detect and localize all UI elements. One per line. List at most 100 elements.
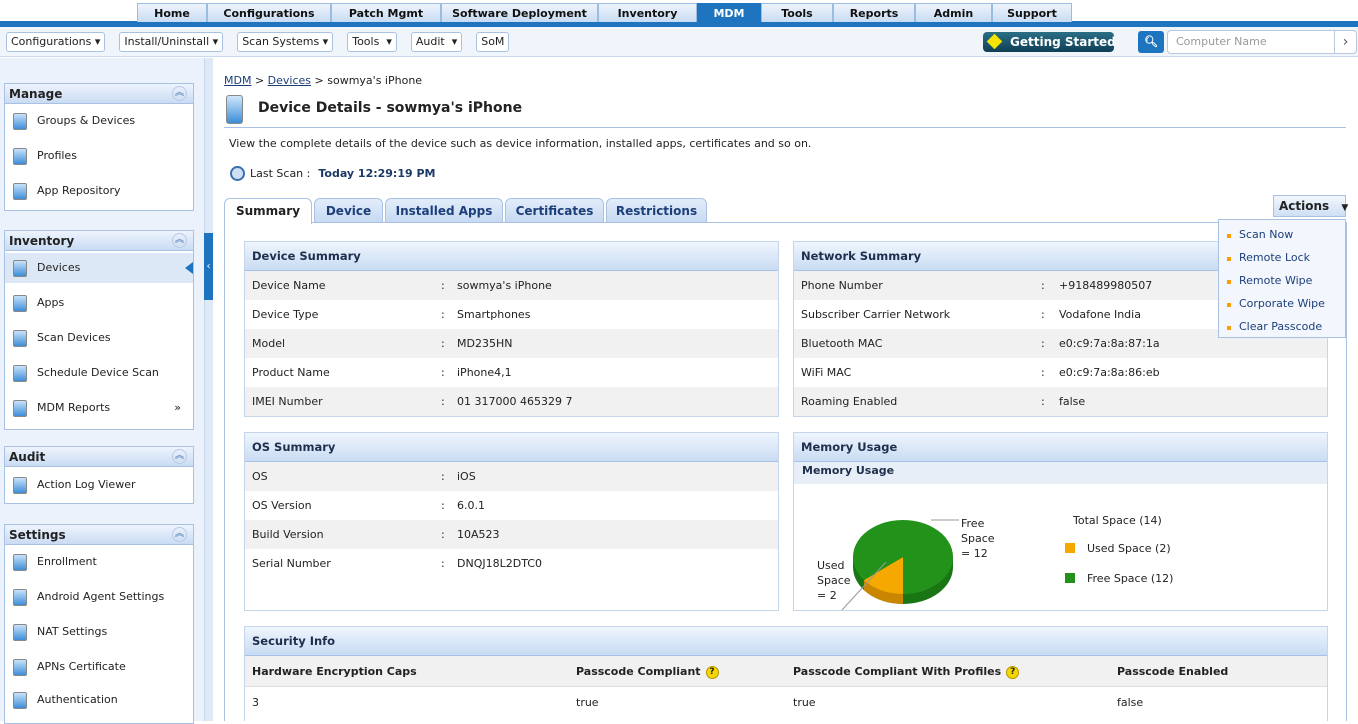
install-uninstall-menu[interactable]: Install/Uninstall ▾	[119, 32, 224, 52]
sidebar-item-enrollment[interactable]: Enrollment	[5, 547, 193, 577]
computer-name-search-input[interactable]: Computer Name ›	[1167, 30, 1357, 54]
tab-summary[interactable]: Summary	[224, 198, 312, 224]
table-row: OS Version:6.0.1	[245, 491, 778, 520]
sidebar-item-android-agent-settings[interactable]: Android Agent Settings	[5, 582, 193, 612]
search-type-button[interactable]: 🔍︎	[1138, 31, 1164, 53]
tab-installed-apps[interactable]: Installed Apps	[385, 198, 503, 223]
table-row: Roaming Enabled: false	[794, 387, 1327, 416]
tools-menu[interactable]: Tools ▾	[347, 32, 397, 52]
slice-label: Used	[817, 559, 845, 572]
sidebar-item-devices[interactable]: Devices	[5, 253, 193, 283]
column-header: Passcode Compliant With Profiles?	[793, 656, 1020, 687]
sidebar-item-scan-devices[interactable]: Scan Devices	[5, 323, 193, 353]
scan-magnifier-icon	[230, 166, 245, 181]
label: Actions	[1279, 199, 1330, 213]
panel-title: Manage	[9, 87, 63, 101]
sidebar-item-schedule-device-scan[interactable]: Schedule Device Scan	[5, 358, 193, 388]
action-clear-passcode[interactable]: Clear Passcode	[1226, 320, 1323, 333]
collapse-icon[interactable]: ︽	[172, 233, 187, 248]
configurations-menu[interactable]: Configurations ▾	[6, 32, 106, 52]
settings-panel-header[interactable]: Settings ︽	[5, 525, 193, 545]
field-value: iPhone4,1	[457, 366, 512, 379]
label: Scan Devices	[37, 331, 111, 344]
label: Scan Systems	[242, 35, 320, 48]
top-tab-inventory[interactable]: Inventory	[598, 3, 697, 22]
help-icon[interactable]: ?	[1006, 665, 1020, 679]
sidebar-item-authentication[interactable]: Authentication	[5, 685, 193, 715]
top-nav-bar	[0, 21, 1358, 27]
table-row: Device Name: sowmya's iPhone	[245, 271, 778, 300]
label: Authentication	[37, 693, 118, 706]
breadcrumb-mdm[interactable]: MDM	[224, 74, 252, 87]
field-value: Vodafone India	[1059, 308, 1141, 321]
inventory-panel-header[interactable]: Inventory ︽	[5, 231, 193, 251]
groups-devices-icon	[13, 113, 27, 130]
top-tab-admin[interactable]: Admin	[915, 3, 992, 22]
divider	[224, 127, 1346, 128]
sidebar-item-profiles[interactable]: Profiles	[5, 141, 193, 171]
sidebar-item-groups-devices[interactable]: Groups & Devices	[5, 106, 193, 136]
table-row: 3 true true false	[245, 687, 1327, 719]
sidebar-item-action-log-viewer[interactable]: Action Log Viewer	[5, 470, 193, 500]
table-row: Model: MD235HN	[245, 329, 778, 358]
slice-label: Space	[817, 574, 851, 587]
breadcrumb-devices[interactable]: Devices	[267, 74, 312, 87]
sidebar-splitter[interactable]	[204, 58, 213, 721]
field-value: sowmya's iPhone	[457, 279, 552, 292]
collapse-sidebar-button[interactable]: ‹	[204, 233, 213, 300]
table-row: OS: iOS	[245, 462, 778, 491]
action-scan-now[interactable]: Scan Now	[1226, 228, 1294, 241]
slice-label: = 2	[817, 589, 837, 602]
action-remote-wipe[interactable]: Remote Wipe	[1226, 274, 1313, 287]
collapse-icon[interactable]: ︽	[172, 86, 187, 101]
nat-settings-icon	[13, 624, 27, 641]
label: SoM	[481, 35, 505, 48]
som-button[interactable]: SoM	[476, 32, 510, 52]
inventory-panel: Inventory ︽ Devices Apps Scan Devices Schedul…	[4, 230, 194, 430]
table-row: Subscriber Carrier Network: Vodafone Indi…	[794, 300, 1327, 329]
last-scan-label: Last Scan :	[250, 167, 311, 180]
top-tab-software-deployment[interactable]: Software Deployment	[441, 3, 598, 22]
top-tab-mdm[interactable]: MDM	[697, 3, 761, 22]
chevron-right-icon[interactable]: ›	[1334, 31, 1356, 53]
last-scan-value: Today 12:29:19 PM	[318, 167, 436, 180]
top-tab-configurations[interactable]: Configurations	[207, 3, 331, 22]
app-repository-icon	[13, 183, 27, 200]
sidebar-item-mdm-reports[interactable]: MDM Reports »	[5, 393, 193, 423]
security-header-row: Hardware Encryption Caps Passcode Complia…	[245, 656, 1327, 687]
collapse-icon[interactable]: ︽	[172, 449, 187, 464]
audit-panel-header[interactable]: Audit ︽	[5, 447, 193, 467]
help-icon[interactable]: ?	[705, 665, 719, 679]
tab-certificates[interactable]: Certificates	[505, 198, 604, 223]
audit-menu[interactable]: Audit ▾	[410, 32, 463, 52]
scan-systems-menu[interactable]: Scan Systems ▾	[237, 32, 334, 52]
label: Audit	[415, 35, 445, 48]
actions-button[interactable]: Actions ▼	[1273, 195, 1348, 217]
top-tab-home[interactable]: Home	[137, 3, 207, 22]
top-tab-support[interactable]: Support	[992, 3, 1072, 22]
action-remote-lock[interactable]: Remote Lock	[1226, 251, 1311, 264]
table-row: Product Name: iPhone4,1	[245, 358, 778, 387]
sidebar-item-app-repository[interactable]: App Repository	[5, 176, 193, 206]
top-tab-tools[interactable]: Tools	[761, 3, 833, 22]
action-corporate-wipe[interactable]: Corporate Wipe	[1227, 297, 1325, 310]
sidebar-item-apns-certificate[interactable]: APNs Certificate	[5, 652, 193, 682]
top-tab-patch-mgmt[interactable]: Patch Mgmt	[331, 3, 441, 22]
colon: :	[441, 395, 445, 408]
getting-started-button[interactable]: Getting Started	[983, 32, 1114, 52]
breadcrumb-current: sowmya's iPhone	[327, 74, 423, 87]
tab-restrictions[interactable]: Restrictions	[606, 198, 707, 223]
sidebar-item-apps[interactable]: Apps	[5, 288, 193, 318]
profiles-icon	[13, 148, 27, 165]
field-label: Build Version	[252, 528, 324, 541]
cell: 3	[252, 696, 259, 709]
manage-panel: Manage ︽ Groups & Devices Profiles App Repos…	[4, 83, 194, 211]
tab-device[interactable]: Device	[314, 198, 383, 223]
expand-icon[interactable]: »	[174, 401, 181, 414]
sidebar-item-nat-settings[interactable]: NAT Settings	[5, 617, 193, 647]
manage-panel-header[interactable]: Manage ︽	[5, 84, 193, 104]
collapse-icon[interactable]: ︽	[172, 527, 187, 542]
top-tab-reports[interactable]: Reports	[833, 3, 915, 22]
label: Passcode Compliant	[576, 665, 701, 678]
android-agent-settings-icon	[13, 589, 27, 606]
